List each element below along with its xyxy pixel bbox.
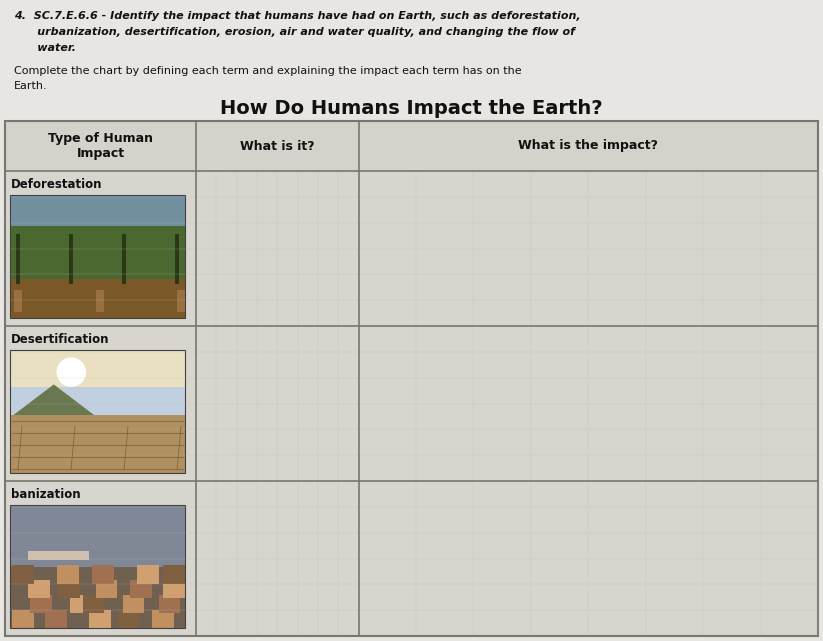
- Bar: [95, 290, 104, 312]
- Text: Desertification: Desertification: [11, 333, 109, 346]
- Text: Type of Human
Impact: Type of Human Impact: [48, 132, 153, 160]
- Bar: [10, 226, 185, 281]
- Bar: [69, 235, 73, 283]
- Bar: [125, 595, 146, 613]
- Text: banization: banization: [11, 488, 81, 501]
- Bar: [5, 121, 818, 636]
- Bar: [175, 235, 179, 283]
- Bar: [27, 595, 49, 613]
- Bar: [10, 350, 185, 418]
- Bar: [177, 290, 185, 312]
- Bar: [10, 505, 185, 628]
- Polygon shape: [10, 385, 98, 418]
- Bar: [10, 505, 185, 567]
- Bar: [10, 279, 185, 318]
- Bar: [69, 595, 91, 613]
- Bar: [93, 610, 114, 628]
- Bar: [10, 195, 185, 238]
- Bar: [163, 595, 185, 613]
- Bar: [120, 565, 142, 584]
- Bar: [32, 610, 54, 628]
- Bar: [5, 121, 818, 636]
- Bar: [163, 580, 185, 599]
- Bar: [27, 551, 89, 560]
- Text: water.: water.: [14, 43, 76, 53]
- Circle shape: [57, 358, 86, 387]
- Bar: [10, 350, 185, 473]
- Bar: [125, 610, 146, 628]
- Bar: [72, 580, 94, 599]
- Bar: [16, 580, 37, 599]
- Text: Complete the chart by defining each term and explaining the impact each term has: Complete the chart by defining each term…: [14, 66, 522, 76]
- Text: What is the impact?: What is the impact?: [518, 140, 658, 153]
- Bar: [53, 610, 75, 628]
- Bar: [10, 505, 185, 628]
- Bar: [5, 121, 818, 171]
- Bar: [120, 580, 142, 599]
- Bar: [61, 565, 83, 584]
- Bar: [163, 565, 185, 584]
- Bar: [161, 610, 183, 628]
- Bar: [102, 595, 124, 613]
- Bar: [94, 565, 116, 584]
- Bar: [14, 290, 22, 312]
- Text: Deforestation: Deforestation: [11, 178, 103, 191]
- Bar: [10, 415, 185, 473]
- Bar: [16, 235, 20, 283]
- Bar: [10, 195, 185, 318]
- Text: How Do Humans Impact the Earth?: How Do Humans Impact the Earth?: [220, 99, 602, 118]
- Text: Earth.: Earth.: [14, 81, 48, 91]
- Bar: [30, 565, 52, 584]
- Text: What is it?: What is it?: [240, 140, 314, 153]
- Bar: [10, 350, 185, 387]
- Bar: [10, 195, 185, 318]
- Bar: [122, 235, 126, 283]
- Text: 4.  SC.7.E.6.6 - Identify the impact that humans have had on Earth, such as defo: 4. SC.7.E.6.6 - Identify the impact that…: [14, 11, 580, 21]
- Text: urbanization, desertification, erosion, air and water quality, and changing the : urbanization, desertification, erosion, …: [14, 27, 575, 37]
- Bar: [103, 580, 125, 599]
